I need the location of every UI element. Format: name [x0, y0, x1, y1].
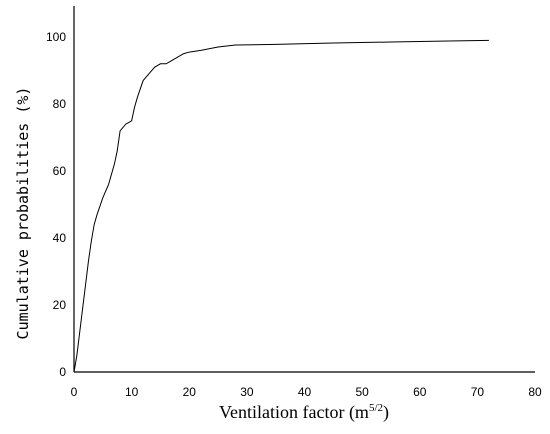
x-tick-labels: 0 10 20 30 40 50 60 70 80 — [71, 385, 542, 399]
cumulative-curve — [73, 39, 489, 373]
x-axis-label: Ventilation factor (m5/2) — [219, 402, 389, 423]
x-tick-label: 10 — [125, 385, 139, 399]
y-tick-labels: 0 20 40 60 80 100 — [46, 30, 66, 379]
y-tick-label: 20 — [53, 298, 67, 312]
y-tick-label: 40 — [53, 231, 67, 245]
y-axis-label: Cumulative probabilities (%) — [14, 87, 32, 340]
x-axis-label-main: Ventilation factor (m — [219, 402, 369, 423]
x-tick-label: 20 — [183, 385, 197, 399]
axes — [73, 6, 535, 373]
y-tick-label: 60 — [53, 164, 67, 178]
y-tick-label: 100 — [46, 30, 66, 44]
x-tick-label: 0 — [71, 385, 78, 399]
y-tick-label: 80 — [53, 97, 67, 111]
x-tick-label: 70 — [471, 385, 485, 399]
x-tick-label: 30 — [240, 385, 254, 399]
x-tick-label: 80 — [528, 385, 542, 399]
x-tick-label: 40 — [298, 385, 312, 399]
x-tick-label: 50 — [355, 385, 369, 399]
x-tick-label: 60 — [413, 385, 427, 399]
x-axis-label-close: ) — [383, 402, 389, 423]
y-tick-label: 0 — [59, 365, 66, 379]
x-axis-label-superscript: 5/2 — [369, 402, 383, 414]
